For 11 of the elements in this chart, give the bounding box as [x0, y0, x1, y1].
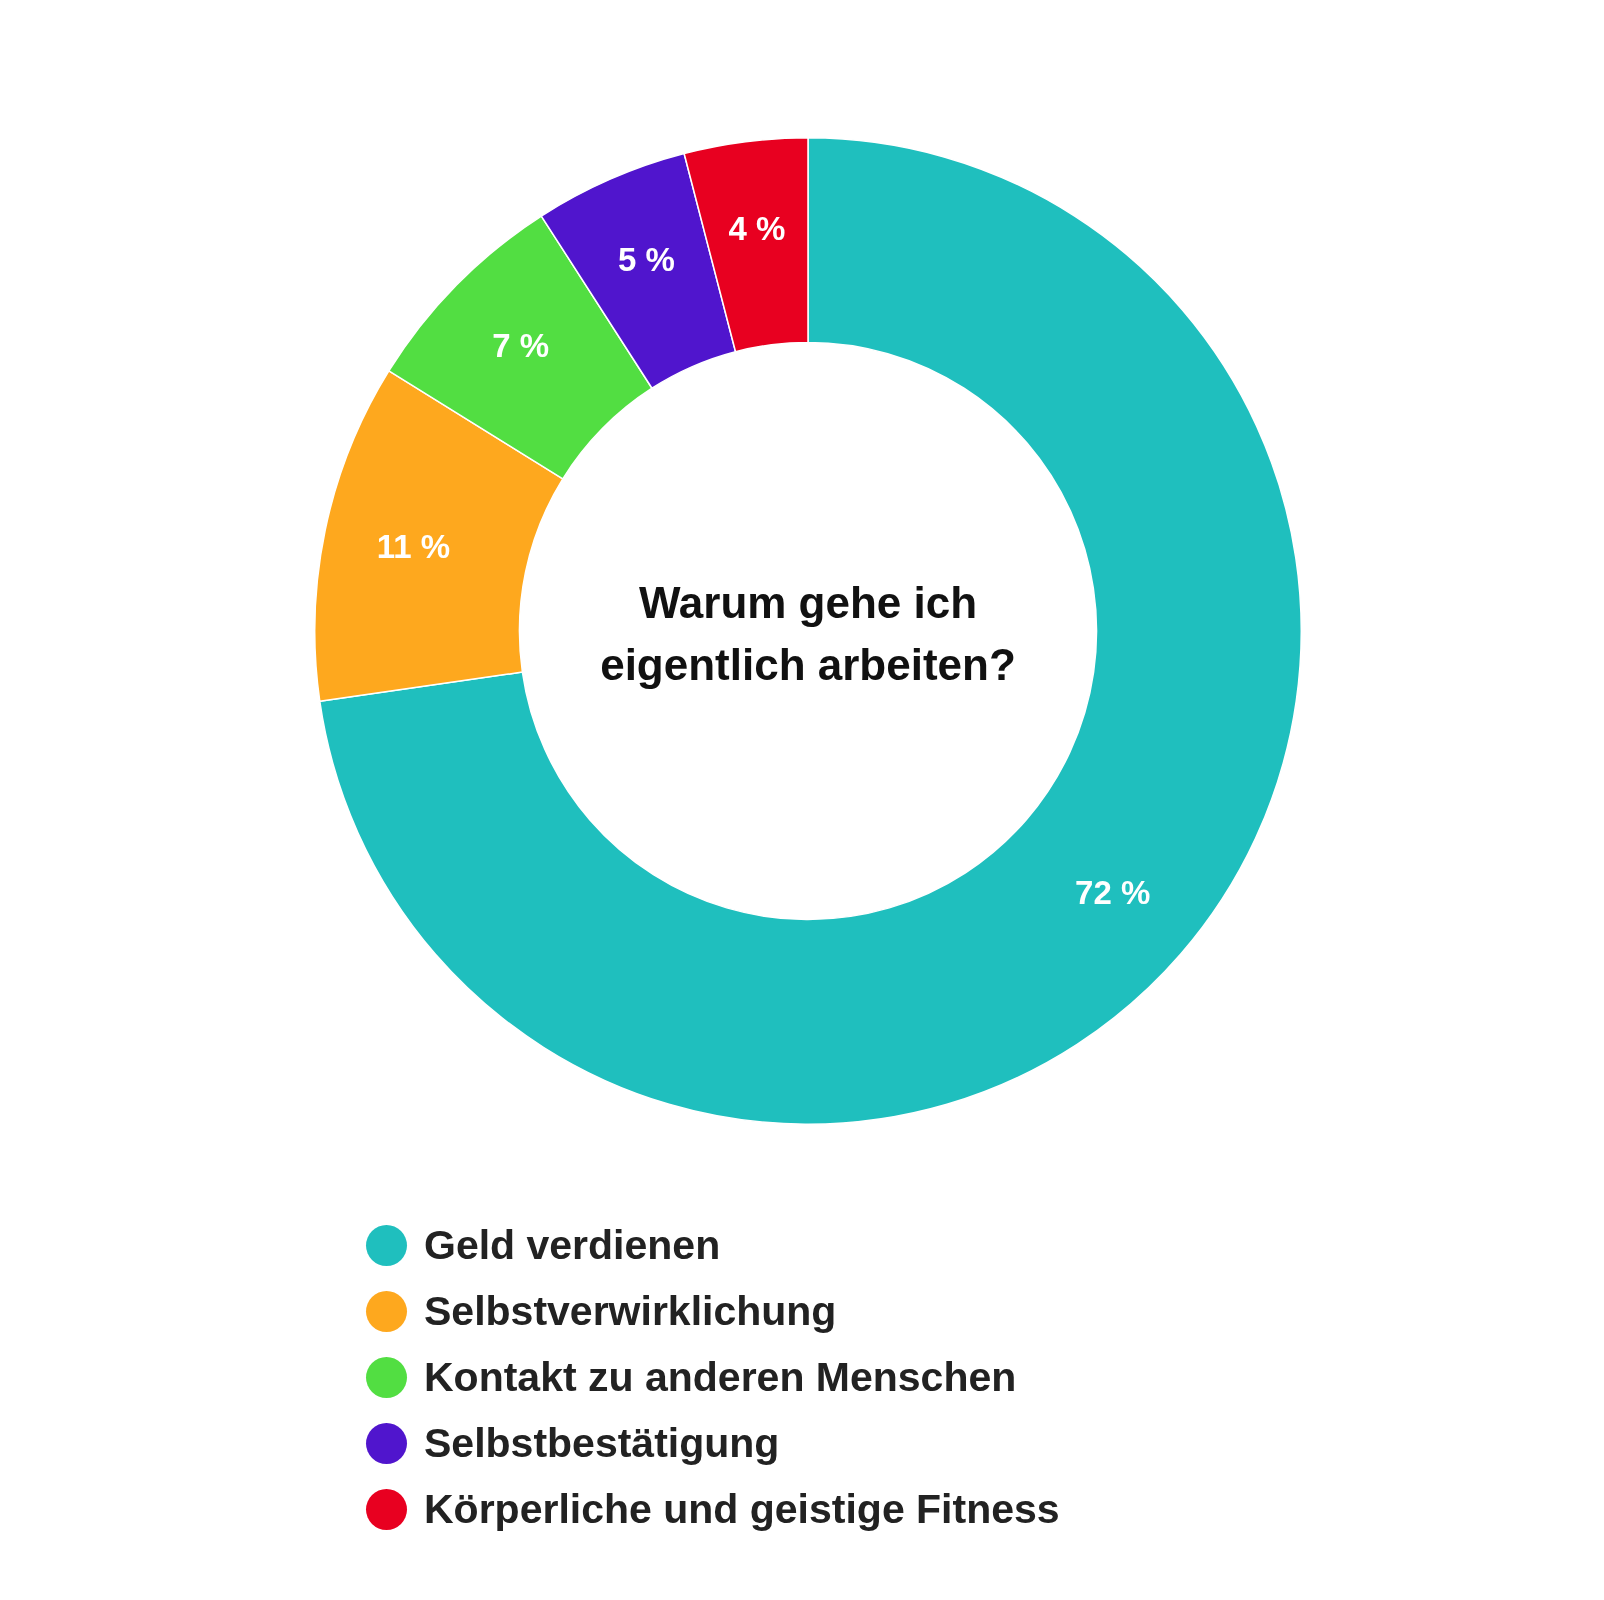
- legend-label: Selbstbestätigung: [424, 1419, 780, 1467]
- data-label: 11 %: [376, 527, 451, 565]
- data-label: 7 %: [492, 327, 550, 365]
- data-label: 72 %: [1075, 874, 1151, 912]
- legend-label: Geld verdienen: [424, 1221, 721, 1269]
- legend-label: Körperliche und geistige Fitness: [424, 1485, 1060, 1533]
- text: Warum gehe ich eigentlich arbeiten?: [599, 577, 1017, 691]
- legend-label: Kontakt zu anderen Menschen: [424, 1353, 1017, 1401]
- legend-label: Selbstverwirklichung: [424, 1287, 837, 1335]
- data-label: 5 %: [617, 240, 675, 278]
- data-label: 4 %: [728, 210, 786, 248]
